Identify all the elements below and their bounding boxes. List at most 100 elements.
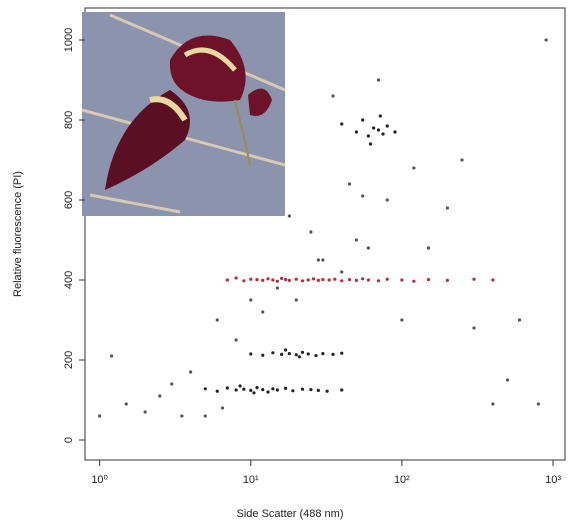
x-axis-label: Side Scatter (488 nm) <box>237 508 344 520</box>
data-point <box>361 277 365 281</box>
data-point <box>271 351 275 355</box>
data-point <box>544 38 548 42</box>
x-tick-label: 10³ <box>545 474 561 486</box>
data-point <box>261 388 265 392</box>
y-tick-label: 800 <box>63 111 75 129</box>
data-point <box>249 277 253 281</box>
data-point <box>361 194 365 198</box>
y-tick-label: 1000 <box>63 28 75 52</box>
data-point <box>354 130 359 134</box>
data-point <box>321 258 325 262</box>
data-point <box>203 387 207 391</box>
data-point <box>400 318 404 322</box>
data-point <box>284 278 288 282</box>
data-point <box>280 276 284 280</box>
data-point <box>517 318 522 322</box>
data-point <box>180 414 184 418</box>
y-tick-label: 0 <box>63 437 75 443</box>
data-point <box>271 278 275 282</box>
data-point <box>287 214 291 218</box>
data-point <box>321 278 325 282</box>
data-point <box>275 279 279 283</box>
data-point <box>284 386 288 390</box>
data-point <box>331 94 335 98</box>
data-point <box>252 391 256 395</box>
data-point <box>412 166 416 170</box>
data-point <box>368 142 373 146</box>
data-point <box>143 410 147 414</box>
data-point <box>378 114 382 118</box>
data-point <box>249 388 253 392</box>
data-point <box>215 389 219 393</box>
data-point <box>203 414 207 418</box>
data-point <box>376 279 381 283</box>
data-point <box>366 278 370 282</box>
data-point <box>381 132 385 136</box>
data-point <box>347 182 352 186</box>
data-point <box>284 348 288 352</box>
data-point <box>316 388 320 392</box>
data-point <box>291 389 295 393</box>
data-point <box>220 406 225 410</box>
data-point <box>400 278 404 282</box>
data-point <box>309 388 313 392</box>
y-axis-label: Relative fluorescence (PI) <box>12 171 24 297</box>
data-point <box>366 246 370 250</box>
x-tick-label: 10¹ <box>243 474 259 486</box>
data-point <box>372 126 376 130</box>
data-point <box>266 390 270 394</box>
data-point <box>340 270 344 274</box>
data-point <box>376 78 381 82</box>
data-point <box>376 128 381 132</box>
data-point <box>309 230 313 234</box>
data-point <box>294 353 298 357</box>
data-point <box>124 402 128 406</box>
data-point <box>354 278 359 282</box>
data-point <box>266 277 270 281</box>
data-point <box>340 279 344 283</box>
data-point <box>189 370 193 374</box>
data-point <box>327 278 331 282</box>
data-point <box>536 402 540 406</box>
data-point <box>98 414 102 418</box>
x-tick-label: 10⁰ <box>91 474 108 486</box>
data-point <box>472 326 476 330</box>
data-point <box>505 378 510 382</box>
data-point <box>321 352 325 356</box>
data-point <box>491 402 495 406</box>
data-point <box>255 386 259 390</box>
y-tick-label: 600 <box>63 191 75 209</box>
plot-frame <box>84 7 566 461</box>
data-point <box>311 277 316 281</box>
data-point <box>170 382 174 386</box>
data-point <box>261 353 265 357</box>
data-point <box>385 277 389 281</box>
data-point <box>249 298 253 302</box>
data-point <box>287 278 291 282</box>
data-point <box>426 246 431 250</box>
data-point <box>445 206 449 210</box>
data-point <box>393 130 397 134</box>
data-point <box>234 338 238 342</box>
data-point <box>340 351 344 355</box>
data-point <box>412 279 416 283</box>
data-point <box>316 258 320 262</box>
data-point <box>347 278 352 282</box>
data-point <box>238 384 242 388</box>
data-point <box>255 278 259 282</box>
data-point <box>340 122 344 126</box>
data-point <box>110 354 114 358</box>
data-point <box>261 278 265 282</box>
data-point <box>306 278 310 282</box>
data-point <box>491 278 495 282</box>
data-point <box>300 279 305 283</box>
data-point <box>234 276 238 280</box>
data-point <box>385 198 389 202</box>
data-point <box>280 352 284 356</box>
data-point <box>366 134 370 138</box>
data-point <box>234 388 238 392</box>
data-point <box>300 387 305 391</box>
y-tick-label: 200 <box>63 351 75 369</box>
data-point <box>225 278 229 282</box>
